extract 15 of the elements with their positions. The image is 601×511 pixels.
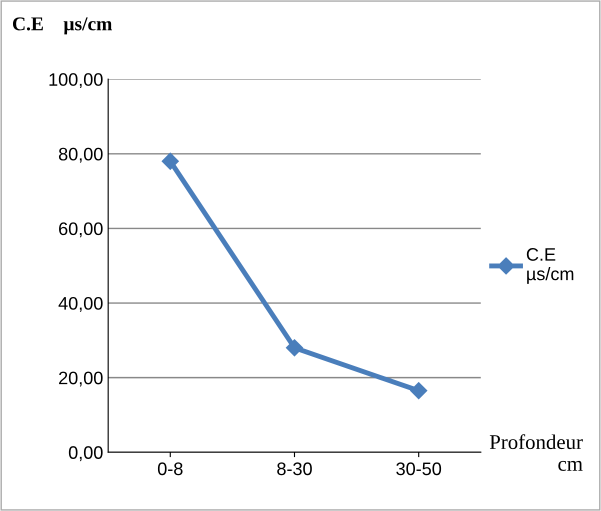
x-tick-label: 30-50 [396,462,442,476]
point [162,152,179,170]
y-tick-label: 0,00 [68,446,103,462]
y-tick-label: 60,00 [59,222,103,238]
x-axis-title: Profondeur cm [490,434,583,471]
y-tick-label: 40,00 [58,296,103,312]
legend-label: C.E µs/cm [526,248,574,284]
y-tick-label: 20,00 [59,372,103,386]
point [410,382,428,400]
x-tick-label: 0-8 [158,462,183,476]
x-tick-label: 8-30 [277,462,312,476]
y-tick-label: 100,00 [49,73,103,88]
y-tick-label: 80,00 [58,148,103,163]
point [286,339,304,356]
y-axis-title: C.E µs/cm [12,17,112,34]
